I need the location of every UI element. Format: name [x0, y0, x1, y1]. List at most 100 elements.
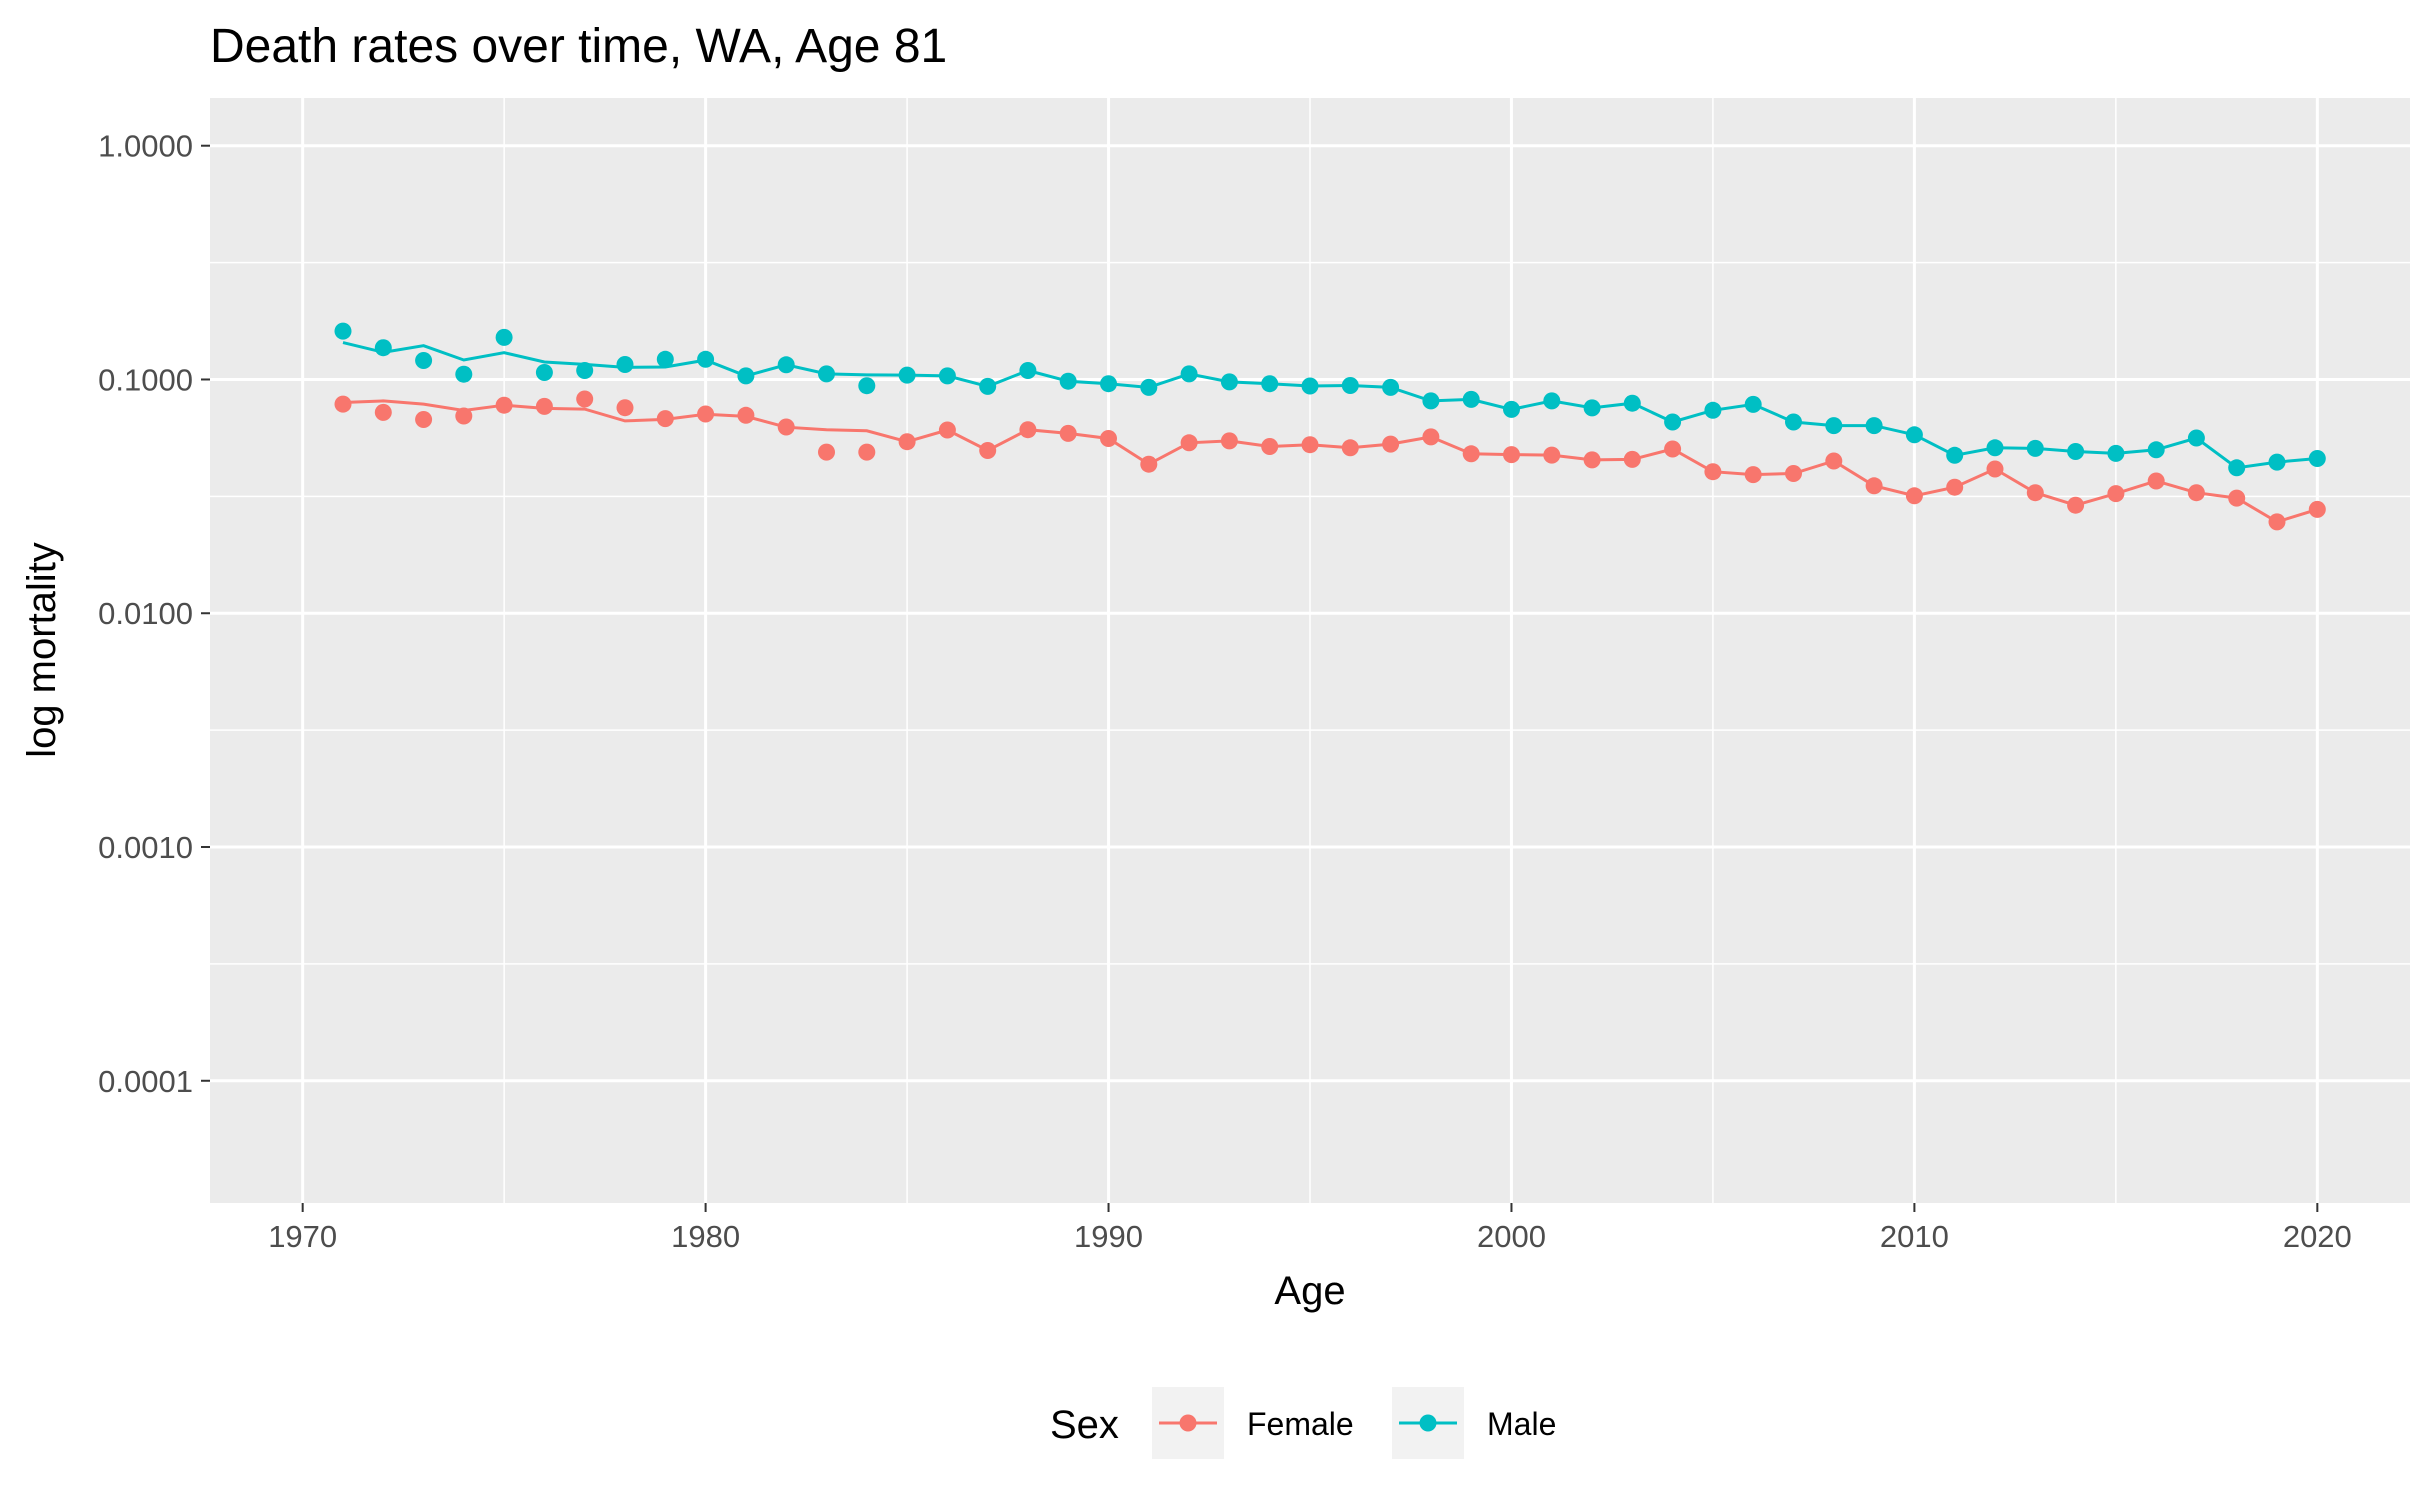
data-point-male	[2026, 439, 2044, 457]
y-tick-label: 0.0001	[98, 1064, 193, 1099]
y-tick-label: 0.0100	[98, 596, 193, 631]
data-series	[334, 322, 2326, 531]
x-axis-title: Age	[1274, 1269, 1345, 1313]
data-point-male	[576, 362, 594, 379]
data-point-male	[455, 365, 473, 383]
data-point-female	[1422, 428, 1440, 446]
data-point-male	[1583, 399, 1601, 417]
data-point-female	[1704, 463, 1722, 481]
data-point-male	[535, 364, 553, 381]
data-point-male	[2228, 459, 2246, 477]
data-point-female	[2268, 513, 2286, 531]
data-point-male	[1865, 417, 1883, 435]
legend-item-female: Female	[1152, 1387, 1354, 1459]
data-point-female	[1382, 435, 1400, 453]
x-tick-label: 2000	[1477, 1219, 1546, 1254]
data-point-female	[1462, 445, 1480, 463]
data-point-male	[2147, 441, 2165, 459]
data-point-male	[898, 366, 916, 384]
data-point-male	[938, 367, 956, 385]
data-point-male	[1019, 362, 1037, 379]
legend-item-male: Male	[1392, 1387, 1556, 1459]
data-point-female	[2147, 472, 2165, 490]
data-point-female	[1623, 450, 1641, 468]
data-point-female	[374, 403, 392, 421]
data-point-male	[415, 352, 433, 369]
data-point-male	[1180, 365, 1198, 383]
data-point-female	[1100, 430, 1117, 447]
legend-label-male: Male	[1487, 1406, 1556, 1442]
data-point-female	[1059, 424, 1077, 442]
data-point-male	[1664, 413, 1682, 431]
data-point-male	[1623, 394, 1641, 412]
legend-items: Female Male	[1152, 1387, 1556, 1459]
chart-title: Death rates over time, WA, Age 81	[210, 20, 947, 73]
series-male	[334, 322, 2326, 477]
data-point-female	[415, 411, 433, 428]
data-point-female	[1180, 434, 1198, 452]
minor-gridlines	[210, 98, 2410, 1203]
data-point-female	[1583, 451, 1601, 469]
data-point-male	[818, 365, 835, 383]
data-point-female	[2107, 485, 2125, 503]
data-point-female	[616, 399, 634, 417]
data-point-male	[1744, 395, 1762, 413]
y-axis: 0.0001 0.0010 0.0100 0.1000 1.0000	[98, 129, 210, 1099]
data-point-female	[334, 395, 352, 413]
data-point-female	[697, 405, 715, 423]
series-female	[334, 390, 2326, 531]
legend-key-point-male	[1419, 1414, 1437, 1432]
data-point-male	[2107, 444, 2125, 462]
data-point-male	[1986, 439, 2004, 457]
data-point-male	[858, 377, 876, 395]
data-point-female	[2187, 484, 2205, 502]
data-point-male	[1785, 413, 1802, 431]
data-point-female	[979, 442, 997, 459]
data-point-male	[374, 339, 392, 357]
data-point-male	[1059, 372, 1077, 390]
x-tick-label: 1980	[671, 1219, 740, 1254]
data-point-male	[1301, 377, 1319, 395]
legend-key-point-female	[1179, 1414, 1197, 1432]
data-point-female	[1946, 478, 1964, 496]
data-point-female	[1301, 436, 1319, 454]
data-point-male	[1704, 401, 1722, 419]
data-point-female	[1543, 446, 1561, 464]
data-point-female	[576, 390, 594, 408]
data-point-female	[535, 397, 553, 415]
data-point-male	[777, 356, 795, 374]
y-axis-title: log mortality	[20, 542, 64, 758]
y-tick-label: 1.0000	[98, 129, 193, 164]
data-point-female	[898, 433, 916, 451]
data-point-male	[737, 367, 755, 385]
data-point-female	[1664, 440, 1682, 458]
data-point-female	[1140, 455, 1158, 473]
data-point-male	[334, 322, 352, 340]
x-tick-label: 2020	[2283, 1219, 2352, 1254]
data-point-male	[1422, 392, 1440, 410]
data-point-male	[1825, 417, 1843, 435]
data-point-male	[1261, 375, 1279, 393]
data-point-female	[1503, 446, 1520, 464]
data-point-male	[1543, 392, 1561, 410]
data-point-male	[979, 377, 997, 395]
legend: Sex Female Male	[1050, 1387, 1556, 1459]
data-point-female	[1019, 421, 1037, 439]
data-point-female	[818, 443, 835, 461]
data-point-male	[1341, 377, 1359, 394]
data-point-male	[2308, 450, 2326, 467]
data-point-male	[2268, 453, 2286, 471]
data-point-female	[2228, 489, 2246, 507]
data-point-female	[1261, 438, 1279, 455]
data-point-female	[1744, 466, 1762, 484]
data-point-female	[2308, 500, 2326, 518]
data-point-female	[1986, 460, 2004, 478]
data-point-female	[858, 443, 876, 461]
data-point-male	[1382, 378, 1400, 396]
data-point-male	[1503, 400, 1520, 418]
data-point-female	[1905, 487, 1923, 505]
data-point-female	[1785, 465, 1802, 482]
data-point-male	[1100, 375, 1117, 393]
y-tick-label: 0.1000	[98, 362, 193, 397]
